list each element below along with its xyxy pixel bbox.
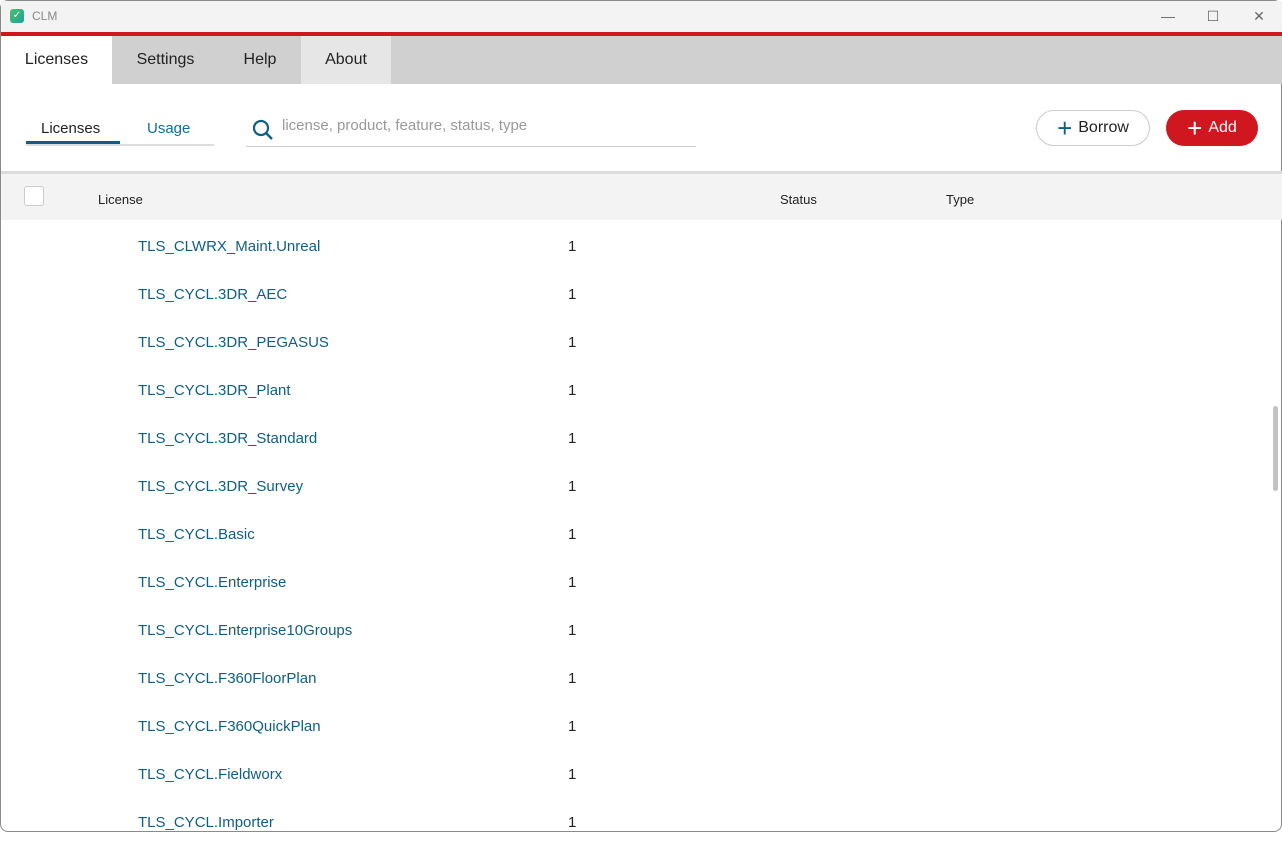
license-count: 1 xyxy=(568,382,577,399)
title-bar: ✓ CLM — ☐ ✕ xyxy=(1,1,1282,32)
search-input[interactable] xyxy=(282,117,682,134)
table-row[interactable]: TLS_CYCL.F360QuickPlan 1 xyxy=(1,702,1271,750)
license-name[interactable]: TLS_CYCL.3DR_Standard xyxy=(138,430,318,447)
add-label: Add xyxy=(1208,119,1237,136)
table-row[interactable]: TLS_CYCL.Enterprise10Groups 1 xyxy=(1,606,1271,654)
table-row[interactable]: TLS_CYCL.3DR_Plant 1 xyxy=(1,366,1271,414)
table-row[interactable]: TLS_CYCL.3DR_AEC 1 xyxy=(1,270,1271,318)
table-row[interactable]: TLS_CYCL.Basic 1 xyxy=(1,510,1271,558)
column-status[interactable]: Status xyxy=(780,192,817,207)
license-name[interactable]: TLS_CYCL.3DR_Survey xyxy=(138,478,304,495)
plus-icon: + xyxy=(1187,113,1203,143)
table-row[interactable]: TLS_CYCL.F360FloorPlan 1 xyxy=(1,654,1271,702)
add-button[interactable]: + Add xyxy=(1166,110,1258,146)
scrollbar[interactable] xyxy=(1273,406,1278,491)
license-name[interactable]: TLS_CLWRX_Maint.Unreal xyxy=(138,238,321,255)
license-count: 1 xyxy=(568,574,577,591)
window-title: CLM xyxy=(32,9,58,23)
license-count: 1 xyxy=(568,718,577,735)
license-name[interactable]: TLS_CYCL.3DR_PEGASUS xyxy=(138,334,329,351)
maximize-icon[interactable]: ☐ xyxy=(1206,8,1220,24)
subtab-licenses[interactable]: Licenses xyxy=(26,113,120,144)
license-count: 1 xyxy=(568,670,577,687)
tab-help[interactable]: Help xyxy=(243,51,277,68)
license-count: 1 xyxy=(568,334,577,351)
table-row[interactable]: TLS_CYCL.Importer 1 xyxy=(1,798,1271,846)
sub-tabs: Licenses Usage xyxy=(26,113,214,146)
search-icon xyxy=(252,119,273,140)
tab-licenses[interactable]: Licenses xyxy=(1,36,112,84)
close-icon[interactable]: ✕ xyxy=(1253,8,1265,24)
table-row[interactable]: TLS_CYCL.Fieldworx 1 xyxy=(1,750,1271,798)
license-name[interactable]: TLS_CYCL.Enterprise xyxy=(138,574,287,591)
accent-bar xyxy=(1,32,1282,36)
license-count: 1 xyxy=(568,766,577,783)
license-count: 1 xyxy=(568,286,577,303)
borrow-button[interactable]: + Borrow xyxy=(1036,110,1150,146)
license-count: 1 xyxy=(568,478,577,495)
license-count: 1 xyxy=(568,814,577,831)
borrow-label: Borrow xyxy=(1078,119,1129,136)
license-name[interactable]: TLS_CYCL.Fieldworx xyxy=(138,766,283,783)
license-name[interactable]: TLS_CYCL.F360FloorPlan xyxy=(138,670,317,687)
minimize-icon[interactable]: — xyxy=(1161,8,1175,24)
license-count: 1 xyxy=(568,526,577,543)
subtab-usage[interactable]: Usage xyxy=(147,120,191,137)
license-name[interactable]: TLS_CYCL.3DR_AEC xyxy=(138,286,288,303)
license-count: 1 xyxy=(568,622,577,639)
tab-settings[interactable]: Settings xyxy=(136,51,195,68)
table-row[interactable]: TLS_CLWRX_Maint.Unreal 1 xyxy=(1,222,1271,270)
column-type[interactable]: Type xyxy=(946,192,975,207)
license-name[interactable]: TLS_CYCL.F360QuickPlan xyxy=(138,718,321,735)
table-row[interactable]: TLS_CYCL.3DR_Standard 1 xyxy=(1,414,1271,462)
table-header: License Status Type xyxy=(1,174,1282,220)
column-license[interactable]: License xyxy=(98,192,143,207)
table-row[interactable]: TLS_CYCL.3DR_PEGASUS 1 xyxy=(1,318,1271,366)
tab-about[interactable]: About xyxy=(301,36,391,84)
license-name[interactable]: TLS_CYCL.Enterprise10Groups xyxy=(138,622,353,639)
table-row[interactable]: TLS_CYCL.3DR_Survey 1 xyxy=(1,462,1271,510)
table-row[interactable]: TLS_CYCL.Enterprise 1 xyxy=(1,558,1271,606)
license-list: TLS_CLWRX_Maint.Unreal 1 TLS_CYCL.3DR_AEC 1… xyxy=(1,222,1271,846)
main-menu: Licenses Settings Help About xyxy=(1,36,1282,84)
divider xyxy=(1,171,1282,174)
app-logo-icon: ✓ xyxy=(10,9,24,23)
license-count: 1 xyxy=(568,238,577,255)
search-field xyxy=(246,113,696,147)
license-name[interactable]: TLS_CYCL.Basic xyxy=(138,526,255,543)
license-name[interactable]: TLS_CYCL.3DR_Plant xyxy=(138,382,291,399)
license-count: 1 xyxy=(568,430,577,447)
select-all-checkbox[interactable] xyxy=(24,186,44,206)
plus-icon: + xyxy=(1057,113,1073,143)
license-name[interactable]: TLS_CYCL.Importer xyxy=(138,814,274,831)
